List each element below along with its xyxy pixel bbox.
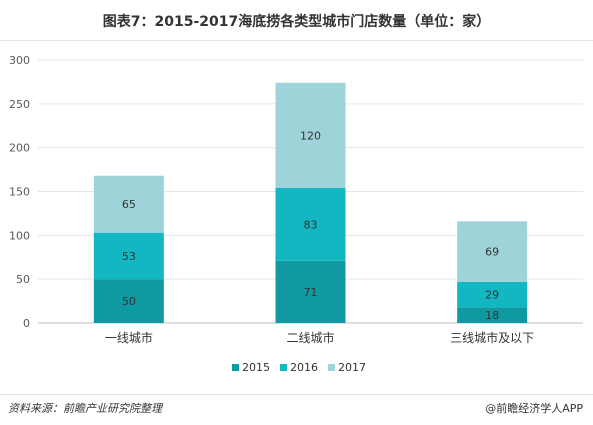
y-tick-label: 200 [9, 142, 30, 155]
x-category-label: 三线城市及以下 [450, 330, 534, 345]
data-label: 69 [485, 246, 499, 259]
bar-segment [275, 82, 346, 188]
legend-label: 2016 [290, 361, 318, 374]
bar-segment [275, 187, 346, 261]
legend-swatch [232, 364, 239, 371]
y-tick-label: 250 [9, 98, 30, 111]
bar-segment [457, 221, 528, 282]
y-tick-label: 100 [9, 229, 30, 242]
legend-label: 2017 [338, 361, 366, 374]
header-divider [0, 40, 593, 41]
chart-title: 图表7：2015-2017海底捞各类型城市门店数量（单位：家） [102, 14, 491, 30]
y-tick-label: 300 [9, 54, 30, 67]
data-label: 18 [485, 309, 499, 322]
data-label: 50 [122, 295, 136, 308]
y-tick-label: 0 [23, 317, 30, 330]
bar-segment [457, 281, 528, 308]
bar-segment [93, 175, 164, 233]
data-label: 65 [122, 198, 136, 211]
data-label: 71 [304, 286, 318, 299]
bar-segment [93, 279, 164, 323]
brand-credit: @前瞻经济学人APP [485, 402, 583, 415]
data-label: 53 [122, 250, 136, 263]
legend-swatch [328, 364, 335, 371]
y-tick-label: 50 [16, 273, 30, 286]
y-tick-label: 150 [9, 186, 30, 199]
x-category-label: 一线城市 [105, 330, 153, 345]
legend-swatch [280, 364, 287, 371]
x-category-label: 二线城市 [286, 330, 334, 345]
data-label: 120 [300, 129, 321, 142]
legend-label: 2015 [242, 361, 270, 374]
bar-segment [93, 232, 164, 280]
source-note: 资料来源：前瞻产业研究院整理 [8, 402, 162, 415]
bar-segment [457, 307, 528, 323]
bar-segment [275, 260, 346, 323]
data-label: 29 [485, 289, 499, 302]
data-label: 83 [304, 218, 318, 231]
footer-divider [0, 394, 593, 395]
